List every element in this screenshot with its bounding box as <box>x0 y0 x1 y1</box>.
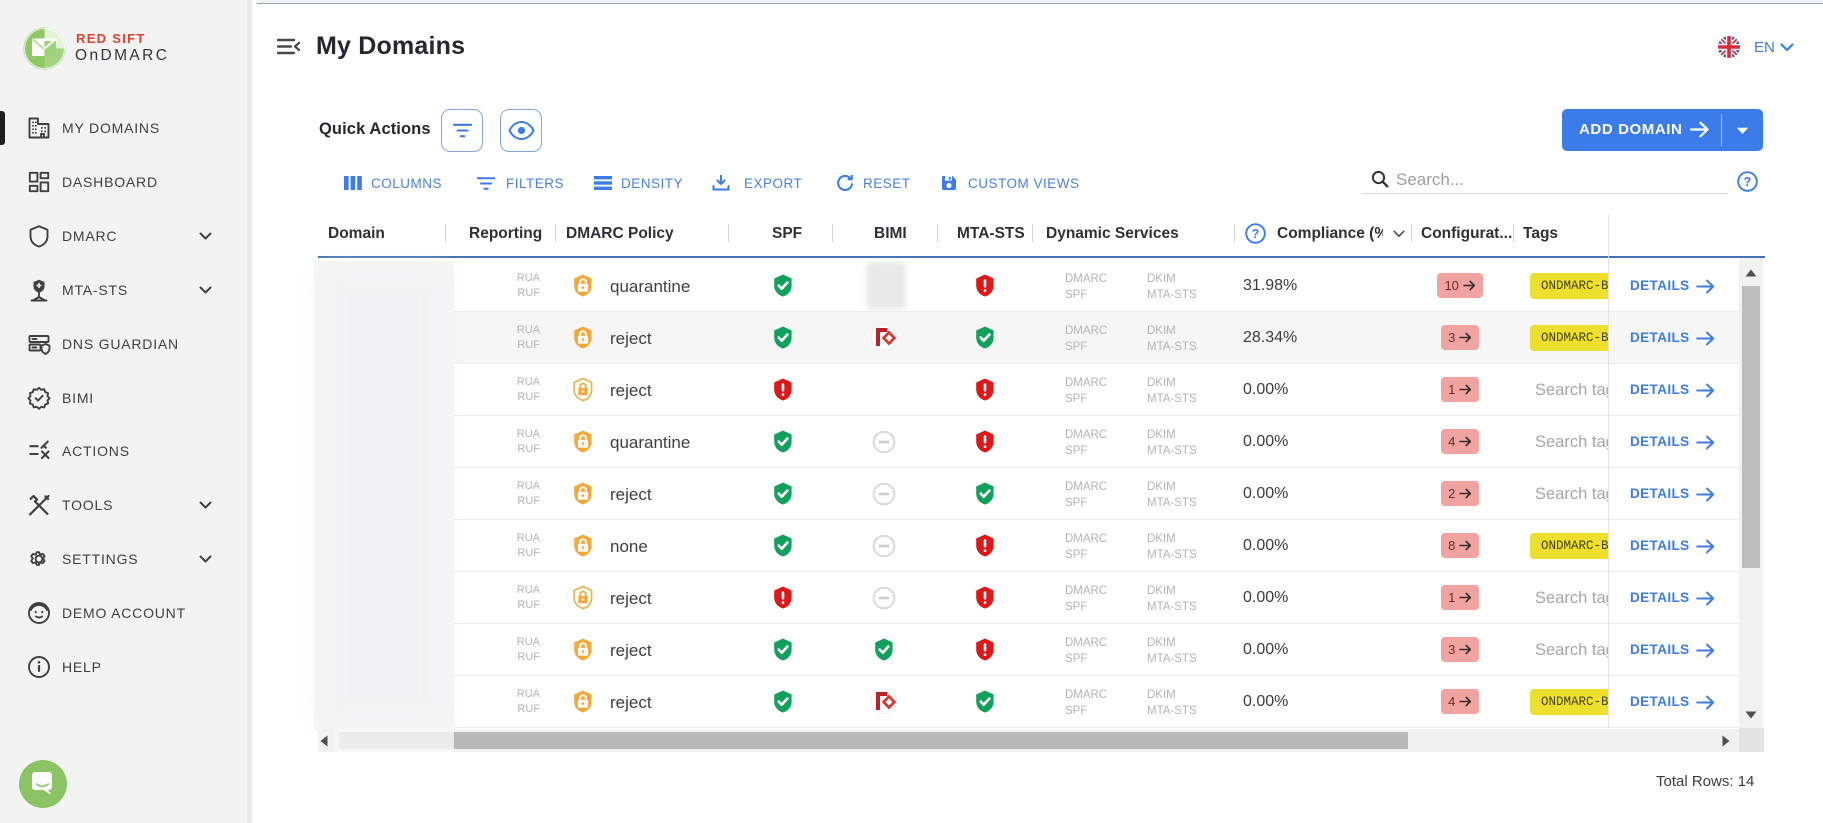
svg-text:?: ? <box>1744 175 1752 189</box>
svg-text:?: ? <box>1252 227 1260 241</box>
